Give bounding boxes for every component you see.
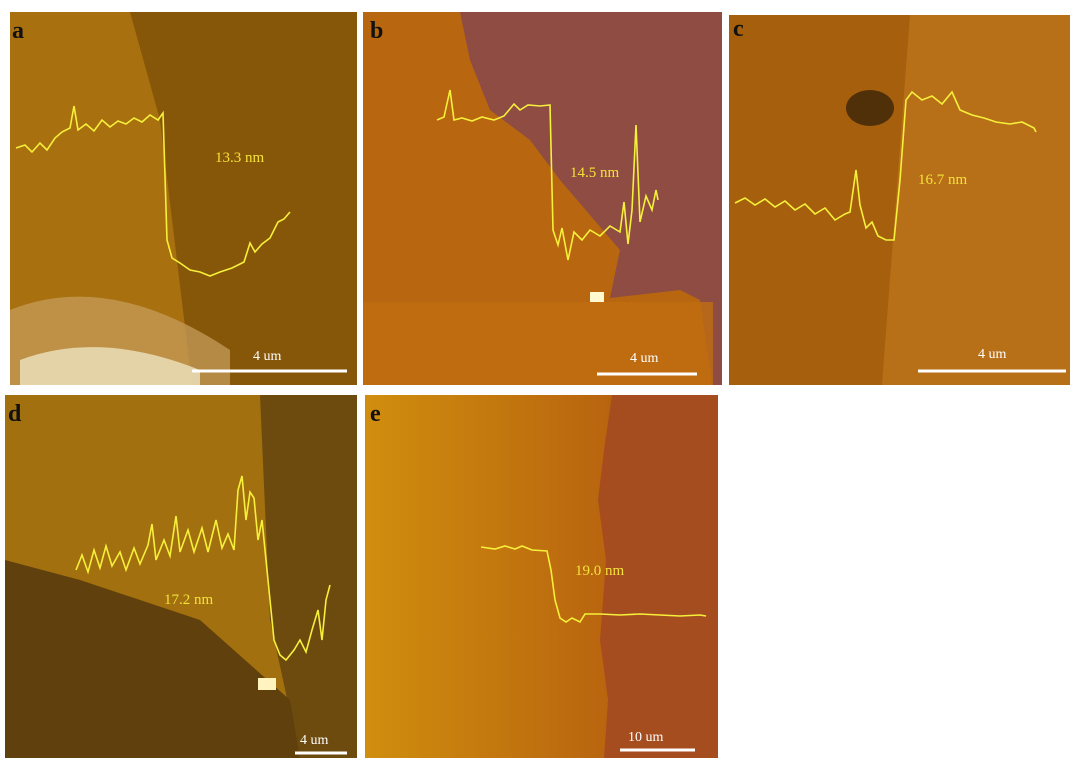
height-label: 17.2 nm <box>164 592 214 608</box>
scale-label: 10 um <box>628 730 664 745</box>
panel-a: 13.3 nm 4 um a <box>10 12 357 385</box>
particle <box>258 678 276 690</box>
panel-label: d <box>8 401 22 427</box>
panel-b: 14.5 nm 4 um b <box>363 12 722 385</box>
height-label: 14.5 nm <box>570 165 620 181</box>
panel-label: e <box>370 401 381 427</box>
debris <box>846 90 894 126</box>
height-label: 16.7 nm <box>918 172 968 188</box>
panel-c: 16.7 nm 4 um c <box>729 15 1070 385</box>
panel-label: a <box>12 18 24 44</box>
particle <box>590 292 604 302</box>
height-label: 19.0 nm <box>575 563 625 579</box>
scale-label: 4 um <box>253 349 282 364</box>
figure: 13.3 nm 4 um a 14.5 nm 4 um b 16.7 nm 4 … <box>0 0 1073 758</box>
panel-label: c <box>733 16 744 42</box>
panel-d: 17.2 nm 4 um d <box>5 395 357 758</box>
panel-e: 19.0 nm 10 um e <box>365 395 718 758</box>
flake-region <box>882 15 1070 385</box>
panel-label: b <box>370 18 383 44</box>
scale-label: 4 um <box>978 347 1007 362</box>
height-label: 13.3 nm <box>215 150 265 166</box>
scale-label: 4 um <box>630 351 659 366</box>
scale-label: 4 um <box>300 733 329 748</box>
